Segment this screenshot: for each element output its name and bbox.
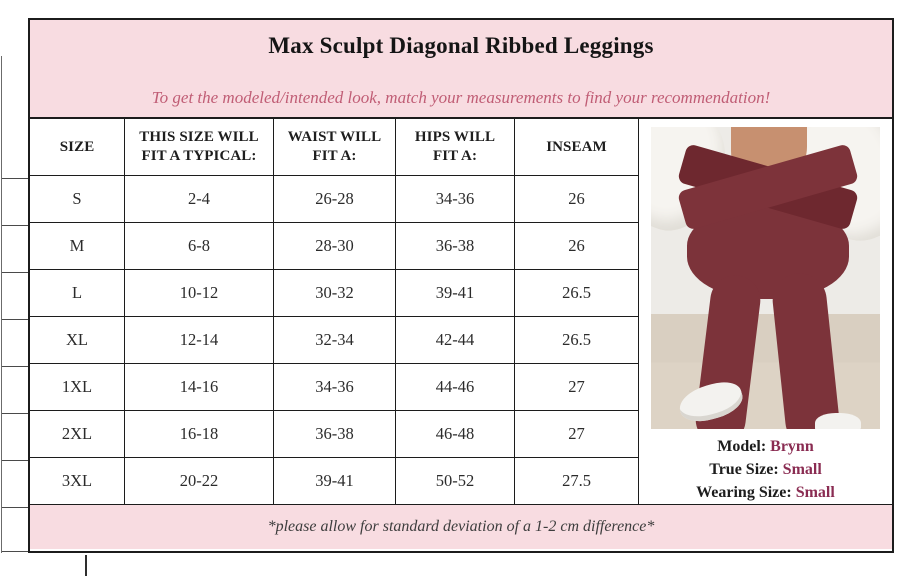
header-banner: Max Sculpt Diagonal Ribbed Leggings To g… — [30, 20, 892, 119]
row-tick — [2, 272, 28, 273]
size-cell: XL — [30, 317, 125, 364]
column-header-hips: HIPS WILL FIT A: — [396, 119, 515, 176]
hips-cell: 44-46 — [396, 364, 515, 411]
model-label: Model: — [717, 438, 767, 455]
page-title: Max Sculpt Diagonal Ribbed Leggings — [268, 33, 654, 58]
hips-cell: 50-52 — [396, 458, 515, 505]
model-photo-cell: Model: Brynn True Size: Small Wearing Si… — [639, 119, 892, 505]
row-tick — [2, 319, 28, 320]
true-size-line: True Size: Small — [639, 458, 892, 481]
subtitle: To get the modeled/intended look, match … — [151, 88, 771, 107]
model-info: Model: Brynn True Size: Small Wearing Si… — [639, 435, 892, 505]
typical-cell: 20-22 — [125, 458, 274, 505]
typical-cell: 2-4 — [125, 176, 274, 223]
waist-cell: 34-36 — [274, 364, 396, 411]
inseam-cell: 26.5 — [515, 317, 639, 364]
true-size-label: True Size: — [709, 461, 779, 479]
row-tick — [2, 460, 28, 461]
inseam-cell: 26 — [515, 223, 639, 270]
waist-cell: 36-38 — [274, 411, 396, 458]
row-tick — [2, 413, 28, 414]
footer-note: *please allow for standard deviation of … — [267, 518, 655, 535]
size-cell: 3XL — [30, 458, 125, 505]
column-header-waist: WAIST WILL FIT A: — [274, 119, 396, 176]
column-header-size: SIZE — [30, 119, 125, 176]
size-cell: 1XL — [30, 364, 125, 411]
inseam-cell: 27 — [515, 364, 639, 411]
row-tick — [2, 178, 28, 179]
size-grid: SIZE THIS SIZE WILL FIT A TYPICAL: WAIST… — [30, 119, 892, 549]
size-cell: 2XL — [30, 411, 125, 458]
waist-cell: 32-34 — [274, 317, 396, 364]
waist-cell: 28-30 — [274, 223, 396, 270]
footer-banner: *please allow for standard deviation of … — [30, 505, 892, 549]
row-tick — [2, 366, 28, 367]
typical-cell: 12-14 — [125, 317, 274, 364]
typical-cell: 10-12 — [125, 270, 274, 317]
leggings-right-leg — [770, 270, 842, 429]
typical-cell: 16-18 — [125, 411, 274, 458]
wearing-size-line: Wearing Size: Small — [639, 481, 892, 504]
column-header-typical: THIS SIZE WILL FIT A TYPICAL: — [125, 119, 274, 176]
waist-cell: 26-28 — [274, 176, 396, 223]
hips-cell: 34-36 — [396, 176, 515, 223]
size-cell: S — [30, 176, 125, 223]
model-value: Brynn — [770, 438, 814, 455]
inseam-cell: 27 — [515, 411, 639, 458]
hips-cell: 42-44 — [396, 317, 515, 364]
waist-cell: 39-41 — [274, 458, 396, 505]
model-name-line: Model: Brynn — [639, 435, 892, 458]
typical-cell: 14-16 — [125, 364, 274, 411]
sneaker-right — [815, 413, 861, 429]
wearing-size-value: Small — [795, 484, 835, 502]
waist-cell: 30-32 — [274, 270, 396, 317]
size-cell: L — [30, 270, 125, 317]
true-size-value: Small — [782, 461, 822, 479]
row-tick — [2, 507, 28, 508]
inseam-cell: 26.5 — [515, 270, 639, 317]
typical-cell: 6-8 — [125, 223, 274, 270]
size-cell: M — [30, 223, 125, 270]
column-header-inseam: INSEAM — [515, 119, 639, 176]
row-tick — [2, 551, 28, 552]
hips-cell: 46-48 — [396, 411, 515, 458]
wearing-size-label: Wearing Size: — [696, 484, 792, 502]
inseam-cell: 27.5 — [515, 458, 639, 505]
model-photo — [651, 127, 880, 429]
cropped-column-line — [1, 56, 2, 553]
size-chart-table: Max Sculpt Diagonal Ribbed Leggings To g… — [28, 18, 894, 553]
row-tick — [2, 225, 28, 226]
cropped-row-line — [85, 555, 87, 576]
inseam-cell: 26 — [515, 176, 639, 223]
hips-cell: 36-38 — [396, 223, 515, 270]
hips-cell: 39-41 — [396, 270, 515, 317]
